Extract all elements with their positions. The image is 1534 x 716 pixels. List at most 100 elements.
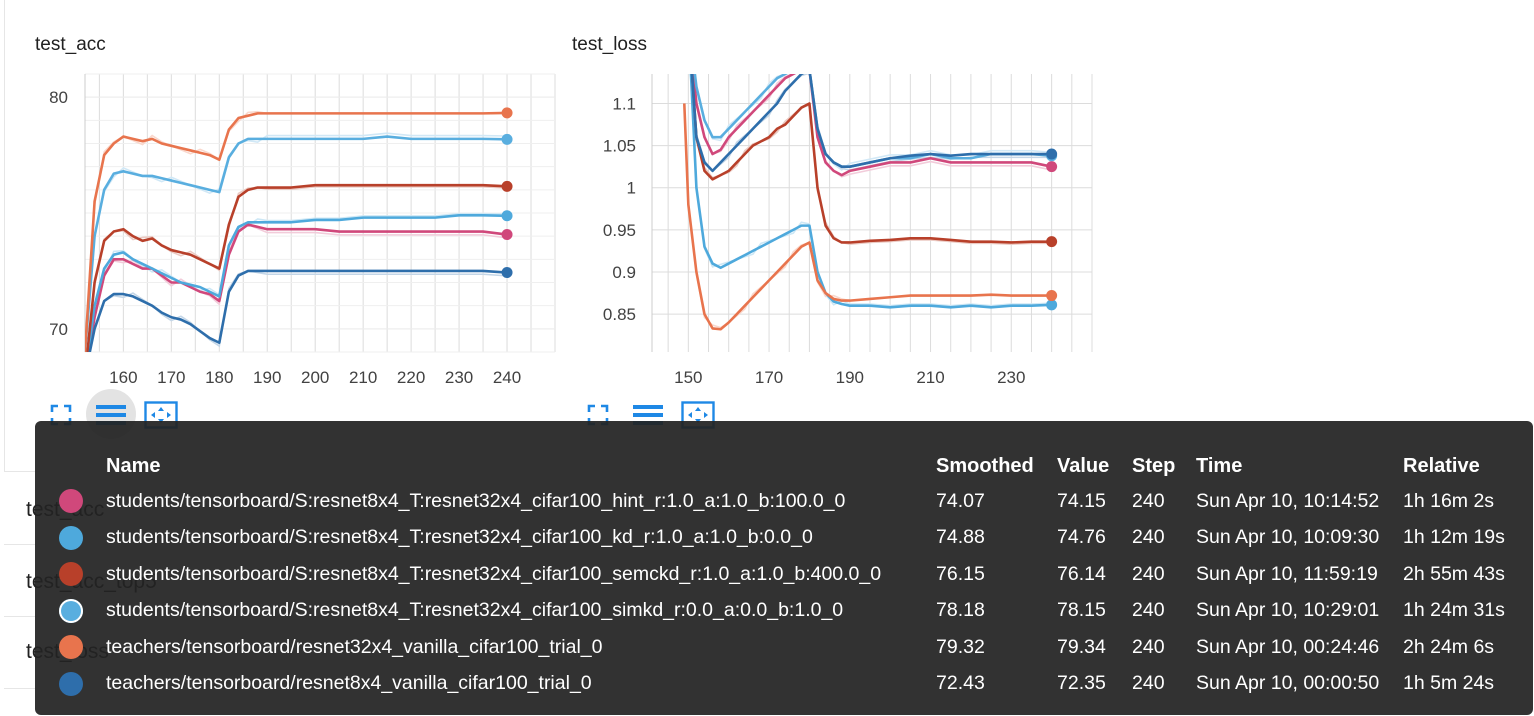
header-swatch (35, 449, 106, 483)
row-relative: 1h 5m 24s (1403, 672, 1495, 695)
series-line[interactable] (688, 19, 1052, 244)
series-color-swatch (59, 598, 83, 623)
row-smoothed: 74.88 (936, 526, 985, 549)
series-end-marker[interactable] (501, 133, 513, 145)
series-line[interactable] (85, 135, 508, 352)
y-tick-label: 80 (49, 88, 68, 107)
raw-series-line (88, 270, 508, 352)
fullscreen-button[interactable] (44, 400, 78, 430)
y-tick-label: 70 (49, 320, 68, 339)
tooltip-row: students/tensorboard/S:resnet8x4_T:resne… (35, 593, 1533, 630)
tooltip-table: Name Smoothed Value Step Time Relative s… (35, 449, 1533, 702)
series-line[interactable] (688, 19, 1052, 309)
row-value: 78.15 (1057, 599, 1106, 622)
tag-divider (4, 616, 36, 617)
x-tick-label: 230 (445, 368, 473, 387)
x-tick-label: 160 (109, 368, 137, 387)
card-divider (4, 471, 40, 472)
x-tick-label: 190 (836, 368, 864, 387)
series-color-swatch (59, 562, 83, 587)
series-end-marker[interactable] (501, 107, 513, 119)
series-end-marker[interactable] (1046, 299, 1058, 311)
x-tick-label: 240 (493, 368, 521, 387)
y-tick-label: 0.9 (612, 263, 636, 282)
tooltip-row: teachers/tensorboard/resnet8x4_vanilla_c… (35, 666, 1533, 703)
row-time: Sun Apr 10, 11:59:19 (1196, 562, 1378, 585)
row-relative: 2h 24m 6s (1403, 635, 1495, 658)
tooltip-row: teachers/tensorboard/resnet32x4_vanilla_… (35, 629, 1533, 666)
row-time: Sun Apr 10, 10:14:52 (1196, 489, 1380, 512)
tag-divider (4, 688, 36, 689)
tooltip-header-row: Name Smoothed Value Step Time Relative (35, 449, 1533, 483)
header-time: Time (1196, 454, 1243, 477)
series-line[interactable] (85, 269, 508, 375)
row-step: 240 (1132, 489, 1165, 512)
row-relative: 1h 24m 31s (1403, 599, 1505, 622)
x-tick-label: 190 (253, 368, 281, 387)
row-name: students/tensorboard/S:resnet8x4_T:resne… (106, 489, 846, 512)
y-tick-label: 1.05 (603, 137, 636, 156)
series-end-marker[interactable] (1046, 290, 1058, 302)
series-line[interactable] (688, 19, 1052, 168)
row-step: 240 (1132, 562, 1165, 585)
series-line[interactable] (85, 223, 508, 376)
row-smoothed: 78.18 (936, 599, 985, 622)
series-line[interactable] (688, 19, 1052, 173)
series-end-marker[interactable] (501, 210, 513, 222)
y-tick-label: 1 (627, 179, 636, 198)
header-step: Step (1132, 454, 1176, 477)
series-line[interactable] (85, 183, 508, 375)
header-smoothed: Smoothed (936, 454, 1034, 477)
row-name: students/tensorboard/S:resnet8x4_T:resne… (106, 526, 813, 549)
x-tick-label: 150 (674, 368, 702, 387)
hover-tooltip: Name Smoothed Value Step Time Relative s… (35, 421, 1533, 715)
x-tick-label: 210 (916, 368, 944, 387)
row-relative: 1h 12m 19s (1403, 526, 1505, 549)
chart-title-test-loss: test_loss (572, 34, 647, 55)
series-end-marker[interactable] (1046, 236, 1058, 248)
charts-canvas: 160 170 180 190 200 210 220 230 240 70 80 150 170 19… (49, 16, 1093, 387)
row-smoothed: 74.07 (936, 489, 985, 512)
x-tick-label: 220 (397, 368, 425, 387)
series-color-swatch (59, 525, 83, 550)
x-tick-label: 180 (205, 368, 233, 387)
tag-divider (4, 544, 36, 545)
x-tick-label: 210 (349, 368, 377, 387)
row-time: Sun Apr 10, 00:00:50 (1196, 672, 1380, 695)
series-line[interactable] (85, 214, 508, 375)
row-name: teachers/tensorboard/resnet8x4_vanilla_c… (106, 672, 592, 695)
test-acc-chart[interactable]: 160 170 180 190 200 210 220 230 240 70 80 (49, 73, 556, 387)
series-line[interactable] (688, 19, 1052, 177)
row-value: 76.14 (1057, 562, 1106, 585)
tooltip-row: students/tensorboard/S:resnet8x4_T:resne… (35, 483, 1533, 520)
y-tick-label: 0.95 (603, 221, 636, 240)
series-line[interactable] (85, 111, 508, 352)
y-tick-label: 1.1 (612, 94, 636, 113)
fullscreen-icon (587, 404, 609, 426)
x-tick-label: 200 (301, 368, 329, 387)
row-step: 240 (1132, 672, 1165, 695)
row-time: Sun Apr 10, 10:29:01 (1196, 599, 1380, 622)
series-end-marker[interactable] (1046, 148, 1058, 160)
series-end-marker[interactable] (1046, 161, 1058, 173)
test-loss-chart[interactable]: 150 170 190 210 230 0.85 0.9 0.95 1 1.05 1.1 (603, 16, 1093, 387)
chart-title-test-acc: test_acc (35, 34, 106, 55)
raw-series-line (87, 223, 508, 352)
fullscreen-button-loss[interactable] (581, 400, 615, 430)
header-relative: Relative (1403, 454, 1480, 477)
header-value: Value (1057, 454, 1110, 477)
row-value: 79.34 (1057, 635, 1106, 658)
tooltip-row: students/tensorboard/S:resnet8x4_T:resne… (35, 520, 1533, 557)
row-step: 240 (1132, 635, 1165, 658)
series-end-marker[interactable] (501, 229, 513, 241)
row-name: teachers/tensorboard/resnet32x4_vanilla_… (106, 635, 603, 658)
series-end-marker[interactable] (501, 180, 513, 192)
row-smoothed: 72.43 (936, 672, 985, 695)
row-value: 74.15 (1057, 489, 1106, 512)
y-tick-label: 0.85 (603, 305, 636, 324)
row-time: Sun Apr 10, 00:24:46 (1196, 635, 1380, 658)
series-end-marker[interactable] (501, 267, 513, 279)
series-line[interactable] (682, 103, 1052, 331)
row-smoothed: 79.32 (936, 635, 985, 658)
fullscreen-icon (50, 404, 72, 426)
